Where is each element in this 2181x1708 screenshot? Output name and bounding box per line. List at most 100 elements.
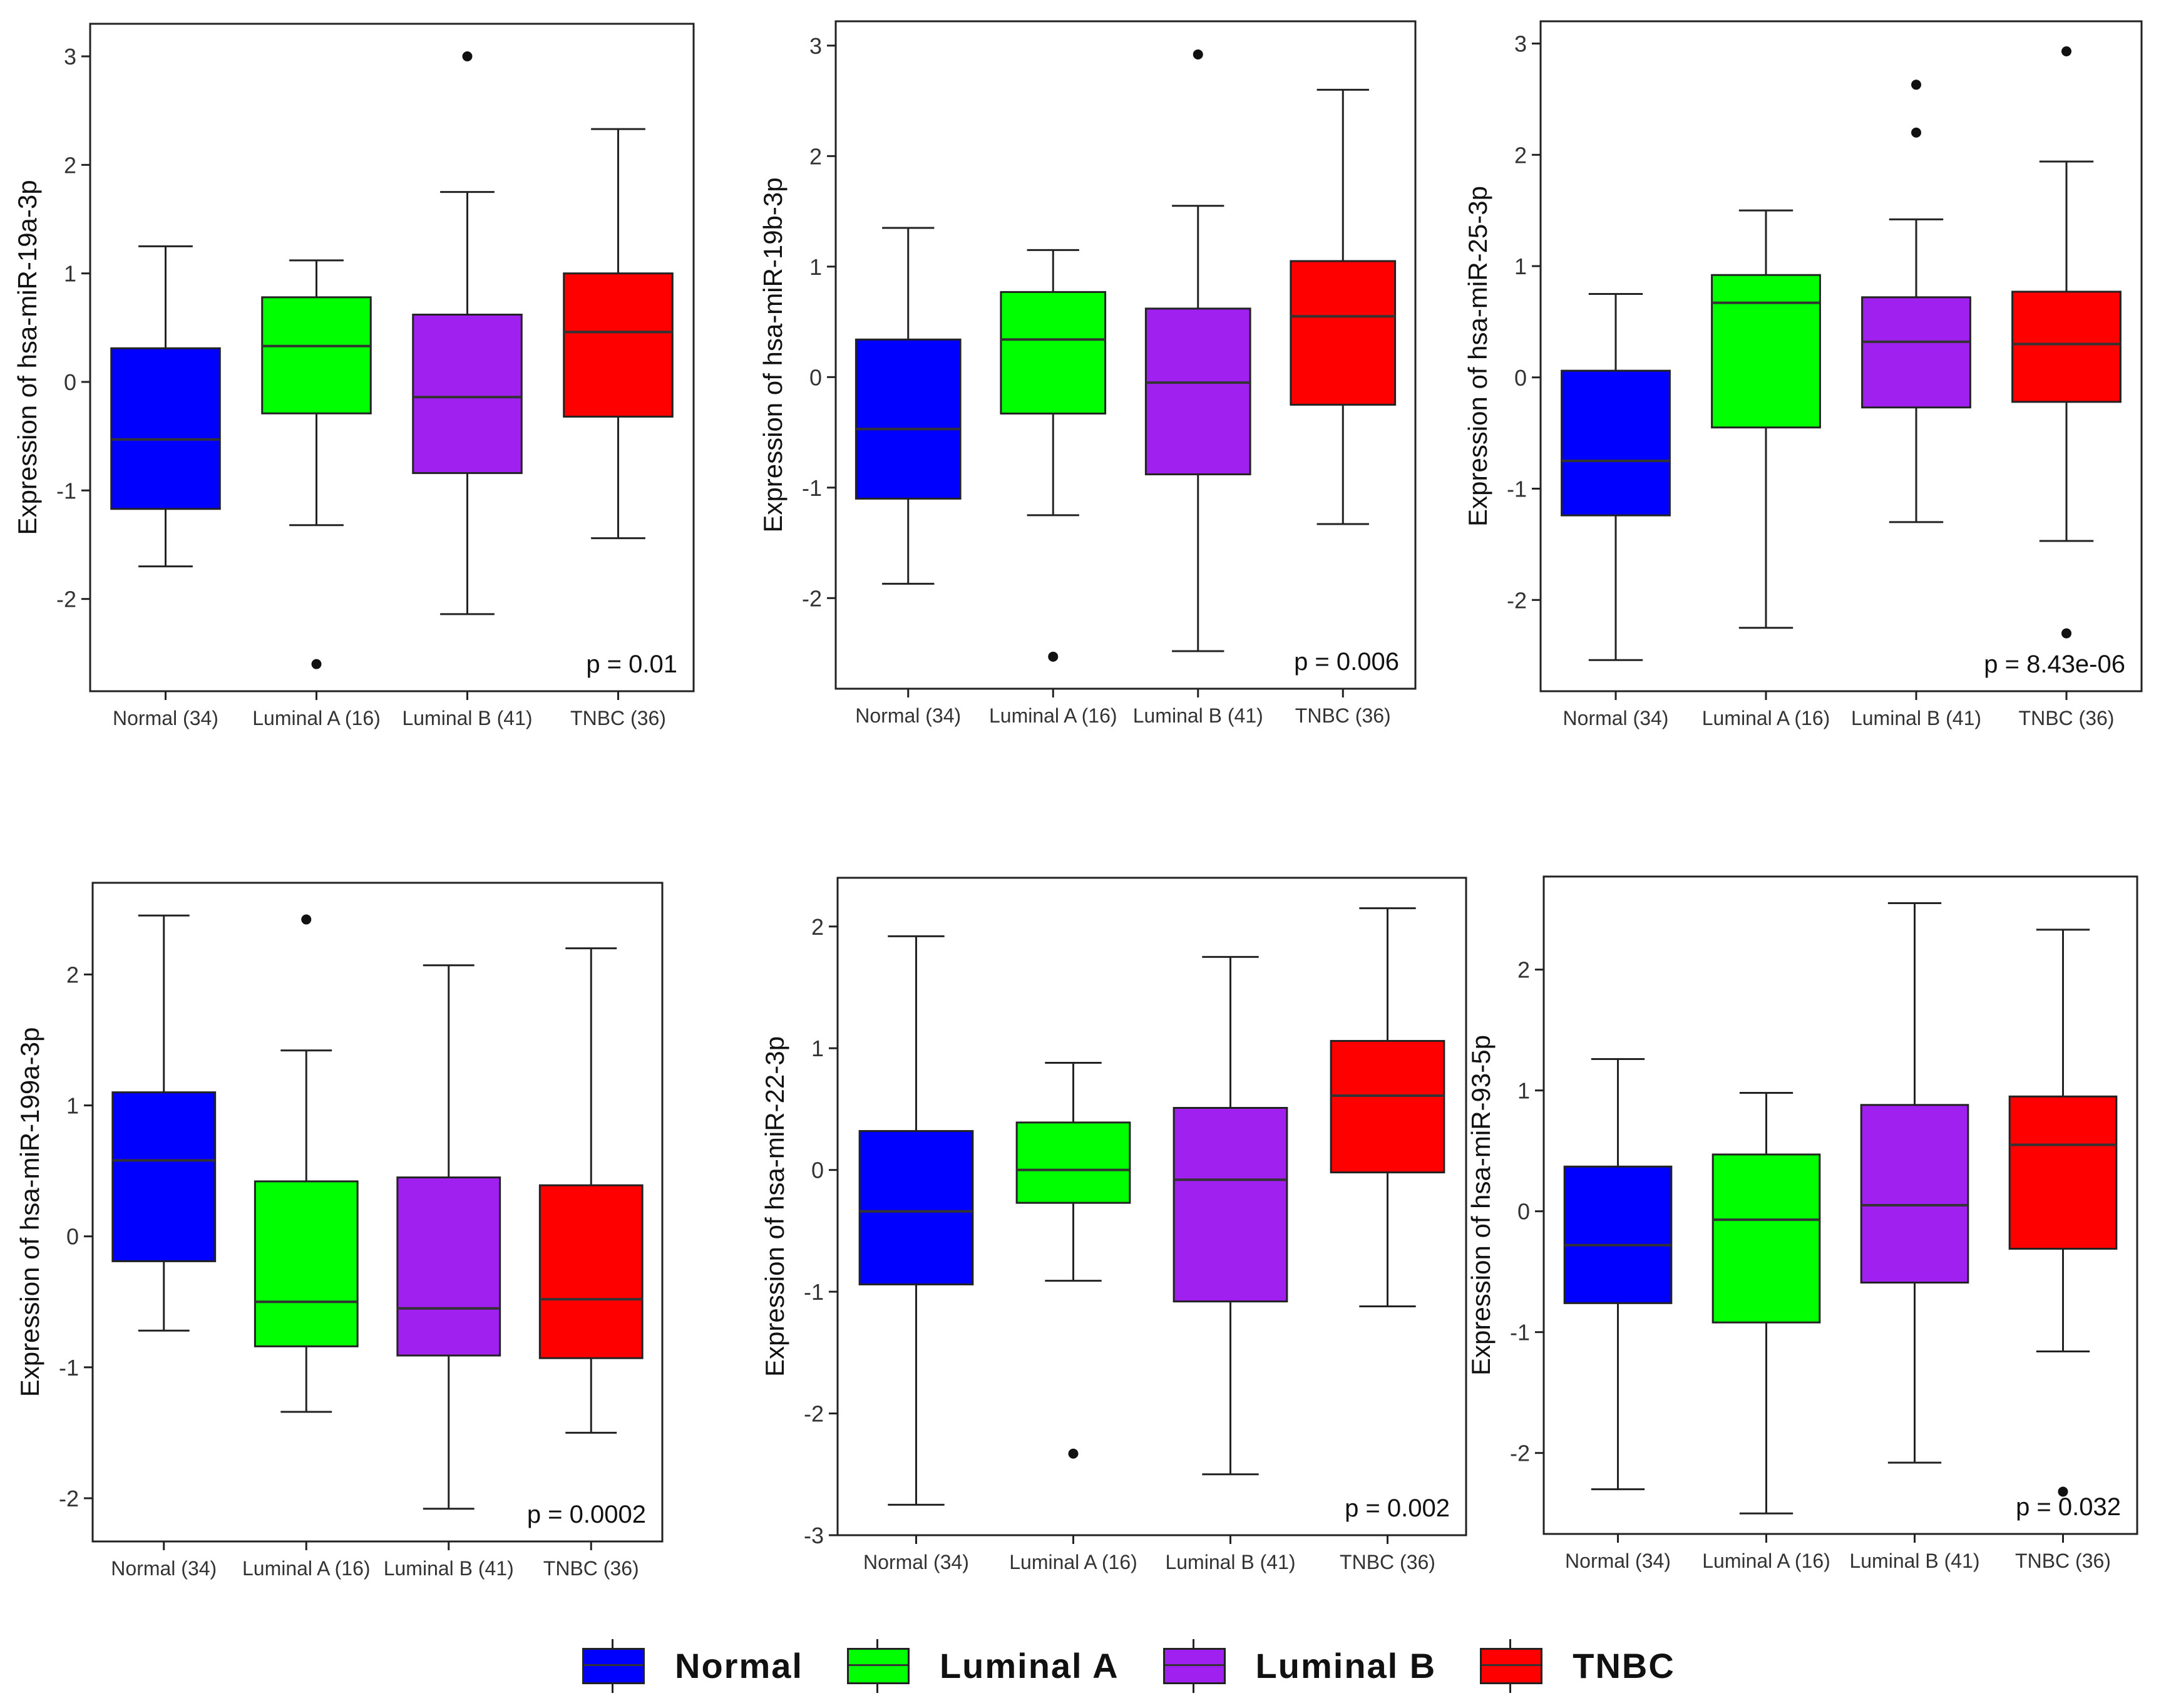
box — [2011, 291, 2122, 403]
box — [854, 338, 962, 500]
legend-item-tnbc: TNBC — [1480, 1639, 1675, 1693]
outlier-point — [311, 659, 322, 669]
y-tick-label: -1 — [1507, 476, 1527, 502]
outlier-point — [1193, 49, 1203, 59]
x-tick-label: Normal (34) — [111, 1557, 217, 1580]
outlier-point — [462, 51, 473, 61]
box — [1861, 296, 1971, 409]
x-tick-label: Luminal A (16) — [1702, 707, 1830, 729]
y-tick-label: 0 — [809, 364, 822, 390]
outlier-point — [2061, 46, 2071, 56]
y-tick-label: 1 — [811, 1036, 824, 1061]
box — [1563, 1165, 1673, 1304]
x-tick-label: TNBC (36) — [570, 707, 666, 729]
x-tick-label: TNBC (36) — [2019, 707, 2115, 729]
p-value: p = 0.032 — [2016, 1493, 2121, 1521]
x-tick-label: Normal (34) — [855, 704, 961, 727]
y-axis-label: Expression of hsa-miR-93-5p — [1466, 1035, 1496, 1376]
legend-item-luminal-a: Luminal A — [846, 1639, 1119, 1693]
box — [412, 314, 523, 475]
panel-mir-25: -2 -1 0 1 2 3 Expression of hsa-miR-25-3p Norma… — [1463, 20, 2143, 729]
box — [1711, 274, 1821, 429]
y-tick-label: -1 — [56, 478, 76, 503]
x-tick-label: TNBC (36) — [2015, 1550, 2111, 1572]
y-tick-label: 0 — [64, 369, 76, 395]
x-tick-label: TNBC (36) — [543, 1557, 639, 1580]
y-axis-label: Expression of hsa-miR-19b-3p — [758, 177, 788, 532]
x-tick-label: Luminal A (16) — [242, 1557, 371, 1580]
box — [1173, 1107, 1288, 1303]
y-tick-label: -2 — [804, 1401, 824, 1427]
y-tick-label: 1 — [1514, 254, 1527, 279]
legend-key-normal — [582, 1639, 645, 1693]
y-axis-label: Expression of hsa-miR-19a-3p — [13, 180, 42, 535]
box — [1144, 307, 1251, 476]
y-tick-label: -1 — [804, 1279, 824, 1305]
panel-mir-199a: -2 -1 0 1 2 Expression of hsa-miR-199a-3p Norm… — [15, 882, 664, 1580]
legend-label-luminal-a: Luminal A — [939, 1645, 1119, 1685]
panel-mir-22: -3 -2 -1 0 1 2 Expression of hsa-miR-22-3p Norm… — [760, 877, 1467, 1573]
outlier-point — [1911, 80, 1921, 90]
y-tick-label: 2 — [1514, 142, 1527, 168]
y-tick-label: -1 — [1510, 1320, 1530, 1345]
y-tick-label: 3 — [809, 33, 822, 59]
y-tick-label: 1 — [66, 1093, 79, 1119]
x-tick-label: Luminal B (41) — [384, 1557, 514, 1580]
x-tick-label: Luminal B (41) — [1165, 1551, 1295, 1573]
y-tick-label: 0 — [1517, 1199, 1530, 1225]
legend-label-normal: Normal — [675, 1645, 803, 1685]
y-tick-label: 0 — [1514, 365, 1527, 391]
p-value: p = 8.43e-06 — [1984, 651, 2125, 678]
y-tick-label: 2 — [809, 143, 822, 169]
x-tick-label: Normal (34) — [863, 1551, 969, 1573]
y-tick-label: 0 — [66, 1224, 79, 1250]
y-tick-label: 2 — [1517, 957, 1530, 983]
y-tick-label: 2 — [66, 962, 79, 987]
y-tick-label: 2 — [811, 914, 824, 940]
outlier-point — [2061, 628, 2071, 639]
x-tick-label: Luminal B (41) — [1851, 707, 1981, 729]
legend-key-luminal-b — [1162, 1639, 1226, 1693]
legend-label-luminal-b: Luminal B — [1255, 1645, 1437, 1685]
y-tick-label: -1 — [59, 1355, 79, 1381]
x-tick-label: Luminal A (16) — [989, 704, 1117, 727]
outlier-point — [2058, 1486, 2068, 1497]
y-axis-label: Expression of hsa-miR-199a-3p — [15, 1027, 44, 1397]
legend-key-tnbc — [1480, 1639, 1543, 1693]
box — [1000, 291, 1107, 415]
x-tick-label: Normal (34) — [1565, 1550, 1671, 1572]
y-tick-label: -2 — [56, 587, 76, 612]
outlier-point — [301, 914, 312, 925]
box — [1015, 1121, 1131, 1204]
y-tick-label: 1 — [1517, 1078, 1530, 1104]
legend-label-tnbc: TNBC — [1573, 1645, 1675, 1685]
p-value: p = 0.006 — [1294, 648, 1399, 676]
outlier-point — [1911, 127, 1921, 138]
outlier-point — [1068, 1448, 1079, 1459]
legend-item-normal: Normal — [582, 1639, 803, 1693]
x-tick-label: Luminal B (41) — [402, 707, 532, 729]
y-tick-label: 3 — [64, 44, 76, 69]
x-tick-label: Luminal A (16) — [252, 707, 381, 729]
x-tick-label: Luminal A (16) — [1702, 1550, 1830, 1572]
box — [858, 1129, 974, 1285]
y-tick-label: 1 — [809, 254, 822, 280]
x-tick-label: Luminal B (41) — [1849, 1550, 1979, 1572]
box — [396, 1176, 501, 1357]
legend-key-luminal-a — [846, 1639, 910, 1693]
y-axis-label: Expression of hsa-miR-25-3p — [1463, 186, 1492, 527]
box — [111, 1091, 217, 1262]
box — [2008, 1095, 2118, 1250]
legend: Normal Luminal A Luminal B TNBC — [582, 1634, 1719, 1697]
panel-mir-19a: -2 -1 0 1 2 3 Expression of hsa-miR-19a-3p Norm… — [13, 23, 695, 729]
outlier-point — [1048, 651, 1059, 662]
p-value: p = 0.0002 — [527, 1501, 646, 1528]
y-tick-label: -2 — [1507, 587, 1527, 613]
x-tick-label: Normal (34) — [1563, 707, 1669, 729]
box — [538, 1184, 644, 1359]
box — [1561, 369, 1671, 517]
panel-mir-93: -2 -1 0 1 2 Expression of hsa-miR-93-5p Normal… — [1466, 875, 2138, 1572]
box — [1290, 260, 1397, 406]
x-tick-label: Normal (34) — [113, 707, 218, 729]
box — [1711, 1153, 1821, 1324]
